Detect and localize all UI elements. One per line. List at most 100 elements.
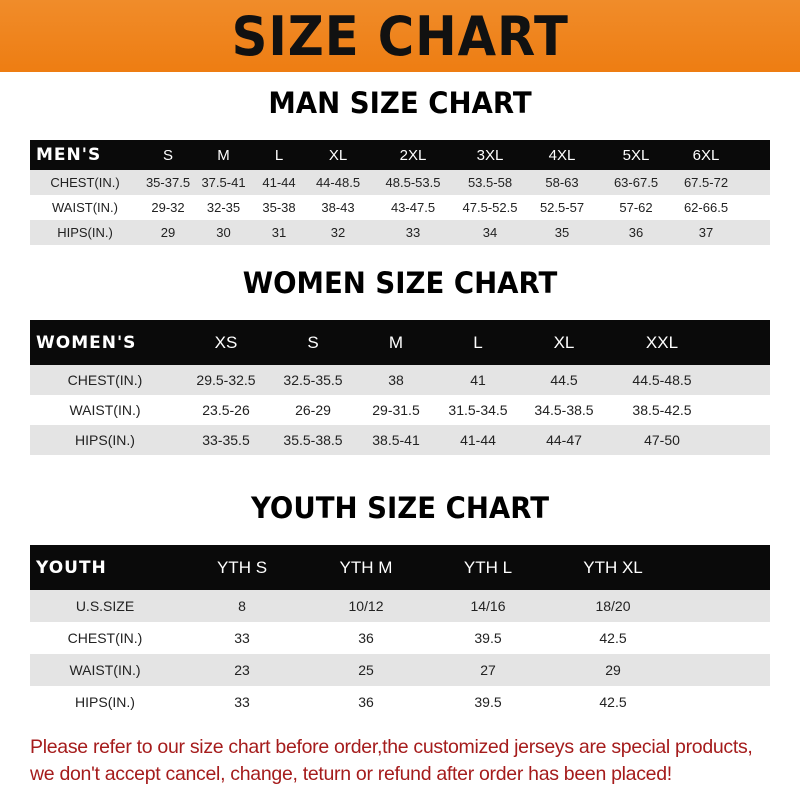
table-cell: 38-43 bbox=[321, 200, 355, 215]
table-row: WAIST(IN.) 29-32 32-35 35-38 38-43 43-47.5 47.… bbox=[30, 195, 770, 220]
table-row: HIPS(IN.) 33-35.5 35.5-38.5 38.5-41 41-44 44-… bbox=[30, 425, 770, 455]
table-cell: 53.5-58 bbox=[467, 175, 513, 190]
table-cell: 29 bbox=[605, 662, 621, 678]
table-cell: 33-35.5 bbox=[202, 432, 250, 448]
size-header-cell: 2XL bbox=[399, 146, 427, 164]
table-cell: 36 bbox=[358, 694, 374, 710]
table-cell: 23 bbox=[234, 662, 250, 678]
size-header-cell: YTH L bbox=[463, 557, 513, 577]
table-cell: 31.5-34.5 bbox=[448, 402, 508, 418]
table-title-cell: WOMEN'S bbox=[36, 332, 137, 353]
table-cell: 39.5 bbox=[474, 630, 502, 646]
size-header-cell: YTH M bbox=[339, 557, 393, 577]
table-cell: 44-48.5 bbox=[315, 175, 361, 190]
row-label: HIPS(IN.) bbox=[75, 694, 135, 710]
page-title: SIZE CHART bbox=[231, 4, 569, 68]
row-label: HIPS(IN.) bbox=[57, 225, 113, 240]
table-cell: 36 bbox=[628, 225, 644, 240]
table-row: WAIST(IN.) 23.5-26 26-29 29-31.5 31.5-34.5 34… bbox=[30, 395, 770, 425]
table-cell: 41 bbox=[470, 372, 486, 388]
table-cell: 48.5-53.5 bbox=[385, 175, 441, 190]
size-header-cell: 3XL bbox=[476, 146, 504, 164]
row-label: HIPS(IN.) bbox=[75, 432, 135, 448]
table-cell: 63-67.5 bbox=[613, 175, 659, 190]
table-cell: 37 bbox=[698, 225, 714, 240]
table-row: CHEST(IN.) 33 36 39.5 42.5 bbox=[30, 622, 770, 654]
table-cell: 36 bbox=[358, 630, 374, 646]
women-heading: WOMEN SIZE CHART bbox=[242, 266, 558, 300]
table-cell: 18/20 bbox=[595, 598, 631, 614]
size-header-cell: 5XL bbox=[622, 146, 650, 164]
table-cell: 38 bbox=[388, 372, 404, 388]
table-cell: 42.5 bbox=[599, 630, 627, 646]
table-cell: 47-50 bbox=[644, 432, 680, 448]
table-cell: 29.5-32.5 bbox=[196, 372, 256, 388]
table-cell: 29-32 bbox=[151, 200, 185, 215]
row-label: CHEST(IN.) bbox=[67, 372, 143, 388]
table-cell: 41-44 bbox=[460, 432, 496, 448]
size-header-cell: XXL bbox=[645, 332, 679, 352]
table-cell: 25 bbox=[358, 662, 374, 678]
table-cell: 29-31.5 bbox=[372, 402, 420, 418]
table-row: U.S.SIZE 8 10/12 14/16 18/20 bbox=[30, 590, 770, 622]
table-cell: 31 bbox=[271, 225, 287, 240]
table-cell: 10/12 bbox=[348, 598, 384, 614]
title-banner: SIZE CHART bbox=[0, 0, 800, 72]
table-cell: 41-44 bbox=[262, 175, 296, 190]
notice-line: we don't accept cancel, change, teturn o… bbox=[30, 763, 672, 785]
table-cell: 37.5-41 bbox=[201, 175, 246, 190]
table-title-cell: YOUTH bbox=[36, 557, 107, 578]
table-cell: 44.5 bbox=[550, 372, 578, 388]
order-notice: Please refer to our size chart before or… bbox=[30, 734, 790, 788]
table-cell: 38.5-42.5 bbox=[632, 402, 692, 418]
size-header-cell: YTH XL bbox=[583, 557, 643, 577]
table-cell: 39.5 bbox=[474, 694, 502, 710]
table-cell: 14/16 bbox=[470, 598, 506, 614]
table-cell: 29 bbox=[160, 225, 176, 240]
table-cell: 30 bbox=[216, 225, 231, 240]
size-header-cell: YTH S bbox=[216, 557, 268, 577]
table-row: HIPS(IN.) 33 36 39.5 42.5 bbox=[30, 686, 770, 718]
table-cell: 43-47.5 bbox=[390, 200, 436, 215]
table-cell: 67.5-72 bbox=[683, 175, 729, 190]
size-header-cell: XL bbox=[553, 332, 575, 352]
size-header-cell: L bbox=[274, 146, 284, 164]
row-label: WAIST(IN.) bbox=[52, 200, 118, 215]
youth-heading: YOUTH SIZE CHART bbox=[250, 491, 550, 525]
table-cell: 44.5-48.5 bbox=[632, 372, 692, 388]
table-title-cell: MEN'S bbox=[36, 145, 102, 165]
table-cell: 8 bbox=[238, 598, 246, 614]
table-cell: 26-29 bbox=[295, 402, 331, 418]
table-cell: 34 bbox=[482, 225, 498, 240]
table-cell: 42.5 bbox=[599, 694, 627, 710]
table-cell: 38.5-41 bbox=[372, 432, 420, 448]
table-cell: 33 bbox=[405, 225, 421, 240]
table-header-row: WOMEN'S XS S M L XL XXL bbox=[30, 320, 770, 365]
row-label: WAIST(IN.) bbox=[69, 662, 141, 678]
table-cell: 35-37.5 bbox=[145, 175, 191, 190]
table-row: CHEST(IN.) 29.5-32.5 32.5-35.5 38 41 44.5 44.5… bbox=[30, 365, 770, 395]
table-cell: 57-62 bbox=[619, 200, 653, 215]
row-label: CHEST(IN.) bbox=[67, 630, 143, 646]
women-size-table: WOMEN'S XS S M L XL XXL CHEST(IN.) 29.5-32.5 32.5… bbox=[30, 320, 770, 455]
table-cell: 33 bbox=[234, 630, 250, 646]
table-row: CHEST(IN.) 35-37.5 37.5-41 41-44 44-48.5 48.5… bbox=[30, 170, 770, 195]
table-header-row: YOUTH YTH S YTH M YTH L YTH XL bbox=[30, 545, 770, 590]
size-header-cell: S bbox=[307, 332, 319, 352]
table-cell: 52.5-57 bbox=[539, 200, 585, 215]
table-cell: 47.5-52.5 bbox=[462, 200, 518, 215]
notice-line: Please refer to our size chart before or… bbox=[30, 736, 753, 758]
table-cell: 32 bbox=[330, 225, 346, 240]
size-header-cell: M bbox=[388, 332, 404, 352]
table-cell: 32-35 bbox=[206, 200, 241, 215]
table-row: HIPS(IN.) 29 30 31 32 33 34 35 36 37 bbox=[30, 220, 770, 245]
table-row: WAIST(IN.) 23 25 27 29 bbox=[30, 654, 770, 686]
table-cell: 27 bbox=[480, 662, 496, 678]
table-header-row: MEN'S S M L XL 2XL 3XL 4XL 5XL 6XL bbox=[30, 140, 770, 170]
men-size-table: MEN'S S M L XL 2XL 3XL 4XL 5XL 6XL CHEST(IN.) 35-37… bbox=[30, 140, 770, 245]
row-label: U.S.SIZE bbox=[75, 598, 135, 614]
row-label: WAIST(IN.) bbox=[69, 402, 141, 418]
table-cell: 35.5-38.5 bbox=[283, 432, 343, 448]
size-header-cell: S bbox=[162, 146, 173, 164]
table-cell: 58-63 bbox=[545, 175, 579, 190]
